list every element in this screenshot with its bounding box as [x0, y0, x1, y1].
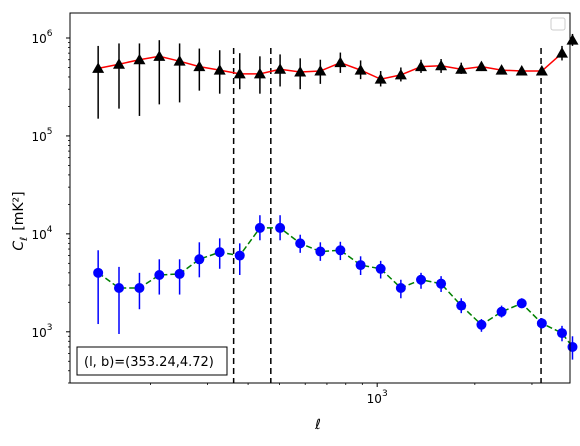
circle-marker — [556, 328, 567, 339]
circle-marker — [496, 306, 507, 317]
triangle-marker — [455, 63, 468, 74]
triangle-marker — [475, 60, 488, 72]
triangle-marker — [495, 64, 508, 75]
triangle-marker — [555, 47, 568, 58]
triangle-marker — [435, 59, 448, 71]
circle-marker — [375, 263, 386, 274]
triangle-marker — [133, 53, 146, 65]
triangle-marker — [253, 67, 266, 79]
circle-marker — [567, 341, 578, 352]
triangle-marker — [566, 34, 579, 45]
circle-marker — [536, 318, 547, 329]
circle-marker — [194, 254, 205, 265]
circle-marker — [174, 268, 185, 279]
triangle-marker — [314, 65, 327, 76]
tick-layer: 103 104 105 106 103 — [31, 29, 533, 406]
y-axis-label: Cℓ [mK²] — [11, 191, 30, 250]
y-tick-label: 104 — [31, 225, 52, 242]
annotation-box — [76, 346, 228, 376]
x-axis-label: ℓ — [314, 417, 321, 433]
triangle-marker — [233, 67, 246, 79]
triangle-marker — [415, 60, 428, 72]
triangle-marker — [213, 64, 226, 75]
y-axis-label-main: C — [11, 241, 27, 251]
circle-marker — [476, 319, 487, 330]
y-tick-label: 103 — [31, 323, 52, 340]
triangle-marker — [515, 65, 528, 76]
triangle-marker — [112, 58, 125, 69]
circle-marker — [234, 250, 245, 261]
axes-frame — [69, 12, 571, 384]
triangle-marker — [274, 63, 287, 74]
circle-marker — [416, 274, 427, 285]
y-axis-label-unit: [mK²] — [11, 191, 27, 230]
circle-marker — [516, 298, 527, 309]
annotation-text: (l, b)=(353.24,4.72) — [84, 355, 214, 370]
triangle-marker — [92, 62, 105, 73]
x-tick-label: 103 — [367, 389, 388, 406]
circle-marker — [395, 283, 406, 294]
triangle-marker — [535, 65, 548, 76]
y-tick-label: 105 — [31, 127, 52, 144]
circle-marker — [254, 222, 265, 233]
triangle-marker — [374, 73, 387, 84]
triangle-marker — [193, 60, 206, 72]
y-tick-label: 106 — [31, 29, 52, 46]
circle-marker — [295, 238, 306, 249]
triangle-marker — [153, 50, 166, 61]
circle-marker — [355, 260, 366, 271]
triangle-marker — [334, 56, 347, 68]
circle-marker — [154, 270, 165, 281]
circle-marker — [456, 300, 467, 311]
circle-marker — [93, 267, 104, 278]
circle-marker — [275, 222, 286, 233]
circle-marker — [335, 245, 346, 256]
circle-marker — [214, 247, 225, 258]
plot-layer — [92, 33, 579, 383]
circle-marker — [315, 246, 326, 257]
circle-marker — [113, 283, 124, 294]
circle-marker — [134, 283, 145, 294]
triangle-marker — [354, 64, 367, 75]
triangle-marker — [294, 65, 307, 77]
triangle-marker — [173, 55, 186, 66]
circle-marker — [436, 278, 447, 289]
triangle-marker — [394, 68, 407, 80]
legend-box — [550, 17, 566, 31]
y-axis-label-subscript: ℓ — [19, 237, 30, 241]
